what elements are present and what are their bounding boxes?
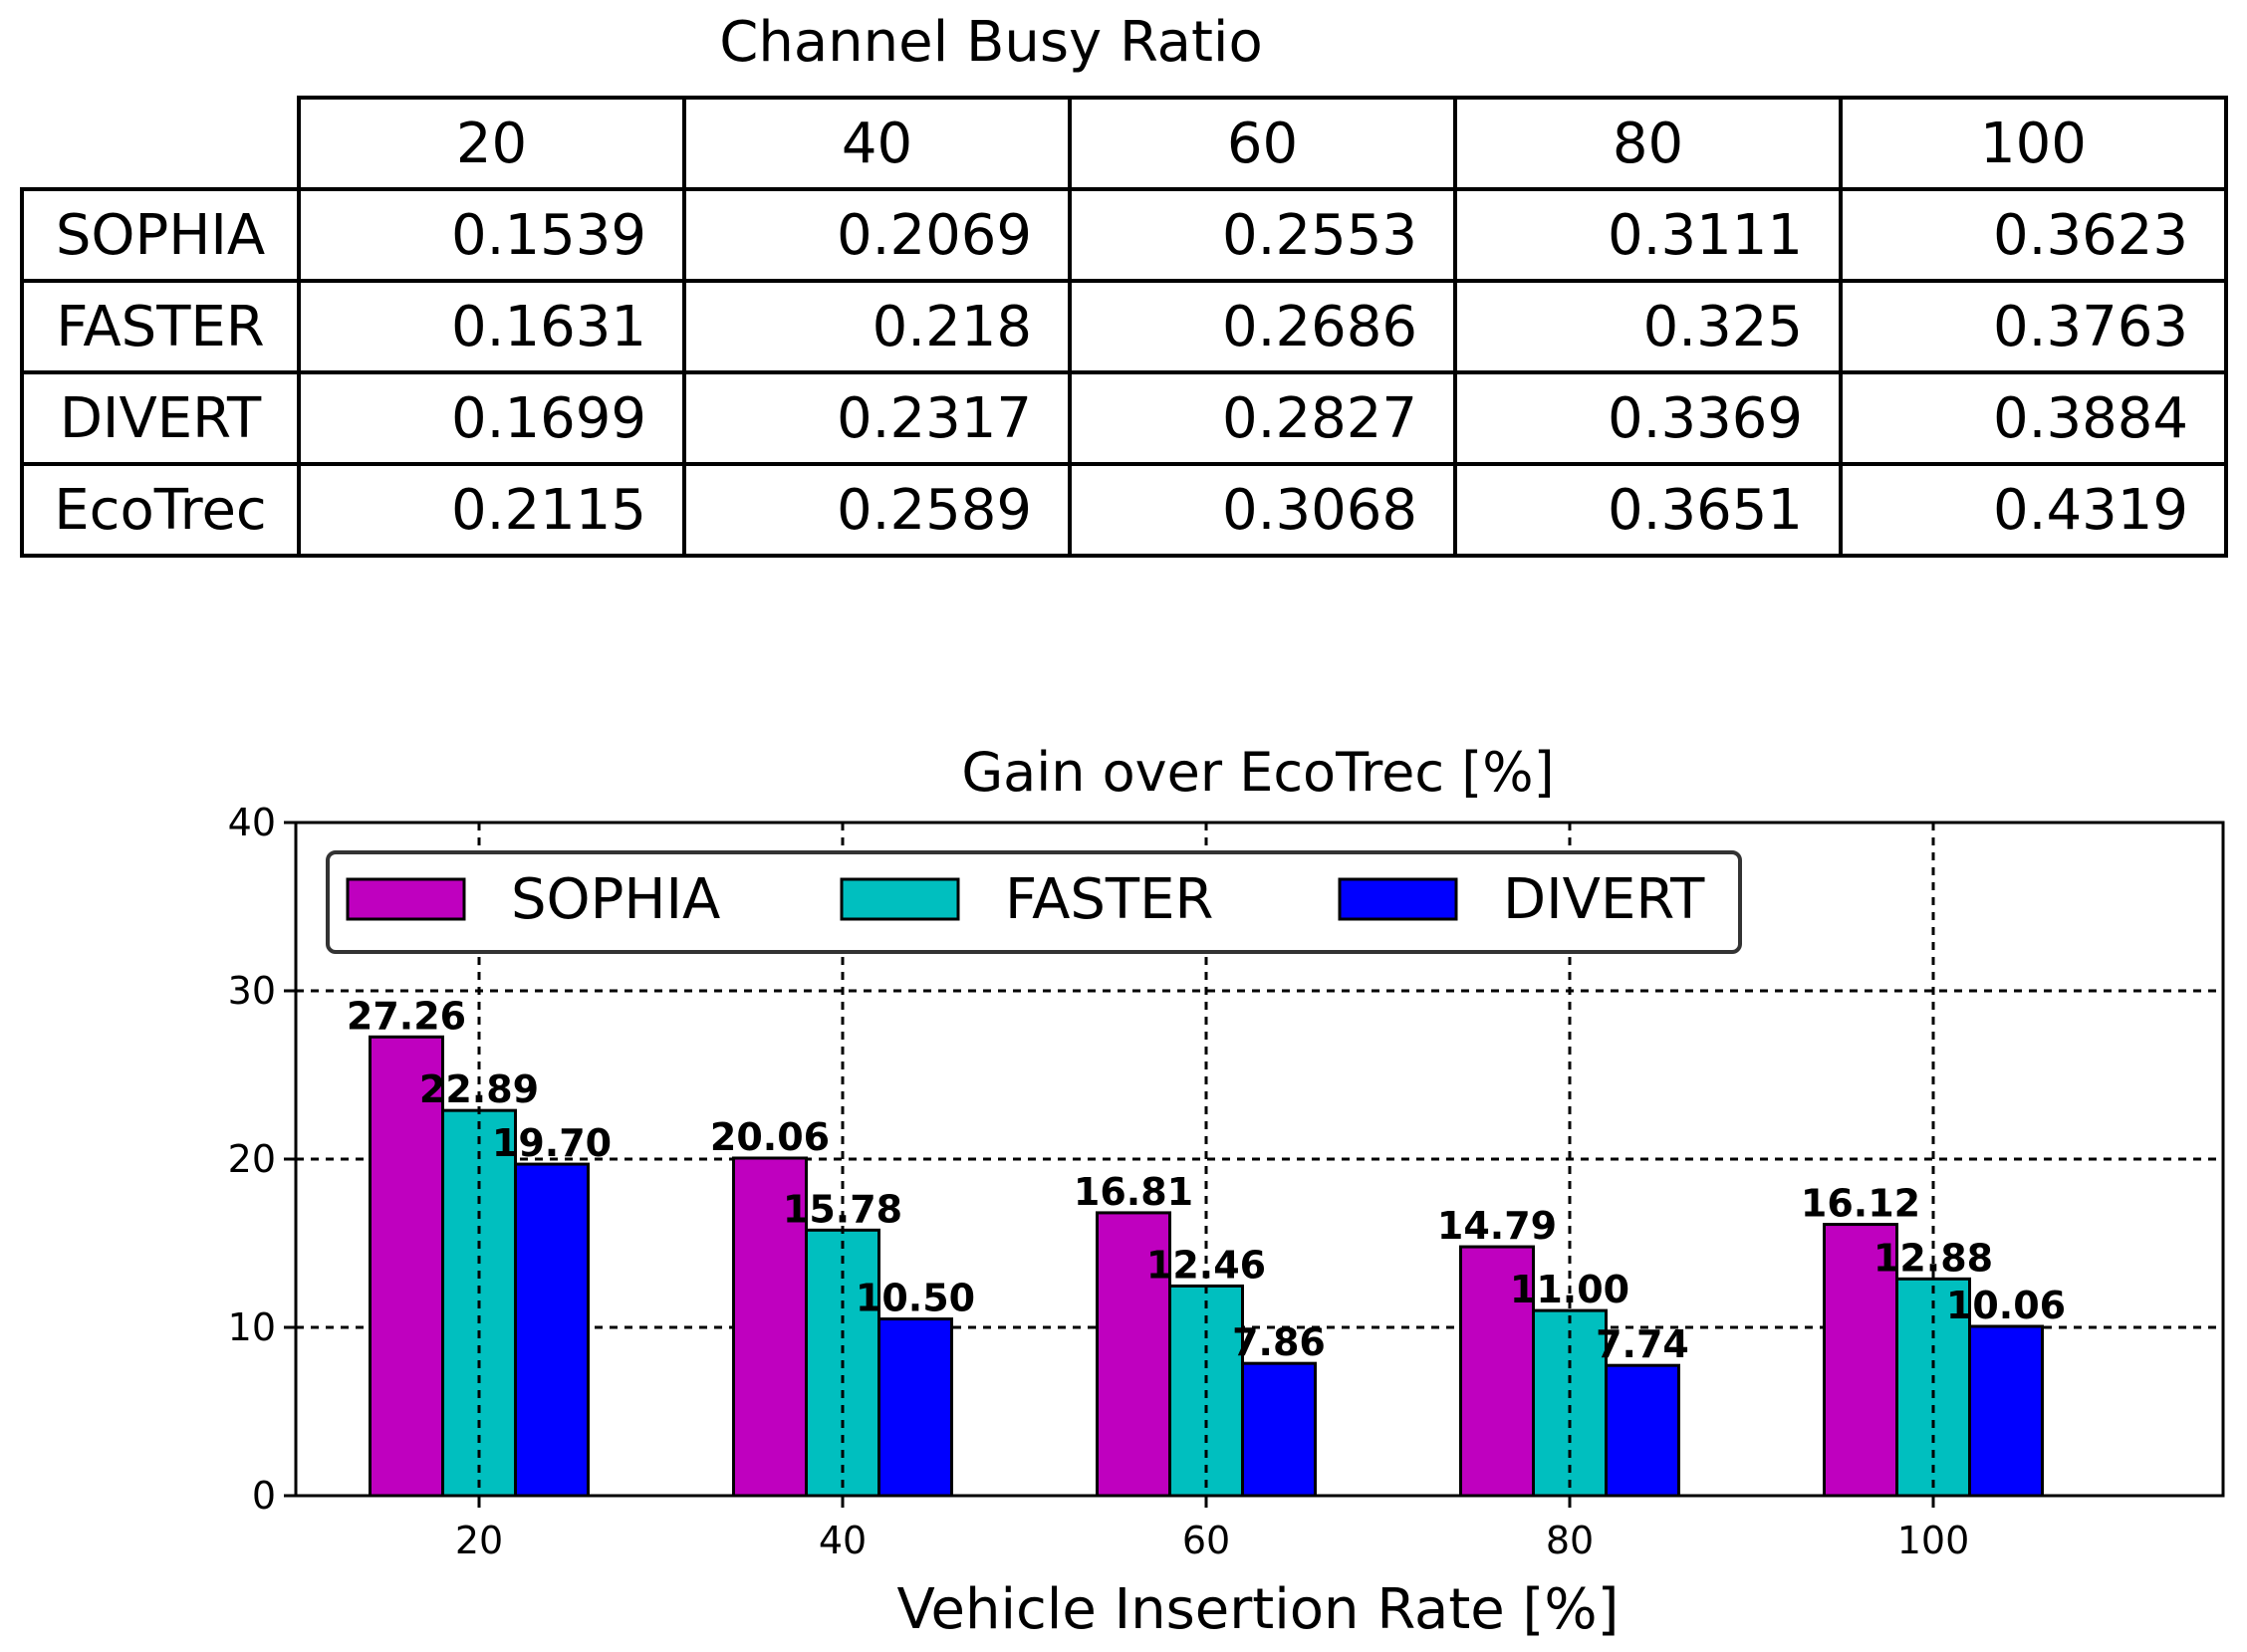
legend: SOPHIA FASTER DIVERT [326,850,1742,954]
table-cell: 0.325 [1453,279,1843,374]
data-label: 14.79 [1437,1204,1557,1248]
channel-busy-ratio-table: 20 40 60 80 100 SOPHIA 0.1539 0.2069 0.2… [20,96,2228,558]
table-cell: 0.3623 [1839,187,2228,283]
table-cell: 0.3763 [1839,279,2228,374]
table-cell: 0.1539 [297,187,686,283]
bar-chart: Gain over EcoTrec [%] 27.26 22.89 19.70 20.… [228,741,2225,1642]
legend-swatch-faster [840,877,960,921]
y-tick-label: 20 [228,1137,276,1181]
bar-divert [877,1317,953,1498]
table-row: FASTER 0.1631 0.218 0.2686 0.325 0.3763 [20,279,2228,374]
y-tick-label: 30 [228,969,276,1013]
legend-label: DIVERT [1503,867,1705,932]
table-row-header: SOPHIA [20,187,301,283]
legend-swatch-sophia [346,877,466,921]
data-label: 10.06 [1946,1284,2066,1327]
data-label: 7.86 [1232,1320,1326,1364]
table-cell: 0.3369 [1453,370,1843,466]
axis-ticks: 0 10 20 30 40 20 40 60 80 100 [228,801,1970,1562]
legend-label: FASTER [1005,867,1213,932]
bar-sophia [369,1035,444,1498]
table-cell: 0.2069 [682,187,1072,283]
bar-sophia [1459,1245,1535,1498]
table-cell: 0.1699 [297,370,686,466]
bar-divert [1241,1361,1317,1498]
x-axis-label: Vehicle Insertion Rate [%] [897,1577,1620,1642]
bar-faster [1895,1277,1971,1498]
bars [369,1035,2044,1498]
table-cell: 0.4319 [1839,462,2228,558]
x-tick-label: 100 [1897,1519,1970,1562]
table-cell: 0.3111 [1453,187,1843,283]
legend-label: SOPHIA [511,867,720,932]
table-row: EcoTrec 0.2115 0.2589 0.3068 0.3651 0.43… [20,462,2228,558]
legend-frame [326,850,1742,954]
x-tick-label: 80 [1546,1519,1594,1562]
legend-items: SOPHIA FASTER DIVERT [346,867,1705,932]
table-cell: 0.1631 [297,279,686,374]
table-cell: 0.2827 [1068,370,1457,466]
data-label: 7.74 [1596,1322,1689,1366]
table-corner-cell [22,98,299,189]
bar-divert [514,1162,590,1498]
data-label: 20.06 [710,1115,830,1159]
y-tick-label: 0 [252,1474,276,1518]
data-label: 27.26 [347,994,466,1038]
bar-divert [1968,1324,2044,1498]
table-row-header: FASTER [20,279,301,374]
table-cell: 0.2115 [297,462,686,558]
table-column-header: 60 [1068,96,1457,191]
bar-divert [1605,1363,1680,1498]
table-row: SOPHIA 0.1539 0.2069 0.2553 0.3111 0.362… [20,187,2228,283]
table-column-header: 20 [297,96,686,191]
chart-title: Gain over EcoTrec [%] [961,741,1554,804]
data-label: 22.89 [419,1067,539,1111]
legend-swatch-divert [1338,877,1458,921]
table-row-header: DIVERT [20,370,301,466]
data-label: 16.12 [1801,1182,1920,1226]
table-column-header: 40 [682,96,1072,191]
y-tick-label: 40 [228,801,276,844]
data-label: 19.70 [492,1121,612,1165]
x-tick-label: 20 [455,1519,503,1562]
y-tick-label: 10 [228,1305,276,1349]
table-header-row: 20 40 60 80 100 [22,96,2228,191]
x-tick-label: 40 [819,1519,867,1562]
data-label: 15.78 [783,1187,902,1231]
x-tick-label: 60 [1182,1519,1230,1562]
table-cell: 0.2317 [682,370,1072,466]
table-row-header: EcoTrec [20,462,301,558]
table-cell: 0.2686 [1068,279,1457,374]
table-cell: 0.3068 [1068,462,1457,558]
data-label: 12.46 [1146,1243,1266,1287]
table-cell: 0.218 [682,279,1072,374]
table-column-header: 100 [1839,96,2228,191]
table-cell: 0.2553 [1068,187,1457,283]
table-cell: 0.3884 [1839,370,2228,466]
table-cell: 0.2589 [682,462,1072,558]
data-labels: 27.26 22.89 19.70 20.06 15.78 10.50 16.81 12.46… [347,823,2066,1496]
table-title: Channel Busy Ratio [719,10,1263,75]
table-column-header: 80 [1453,96,1843,191]
data-label: 10.50 [856,1277,975,1320]
table-row: DIVERT 0.1699 0.2317 0.2827 0.3369 0.388… [20,370,2228,466]
bar-sophia [1823,1223,1898,1498]
data-label: 16.81 [1074,1170,1193,1214]
table-cell: 0.3651 [1453,462,1843,558]
